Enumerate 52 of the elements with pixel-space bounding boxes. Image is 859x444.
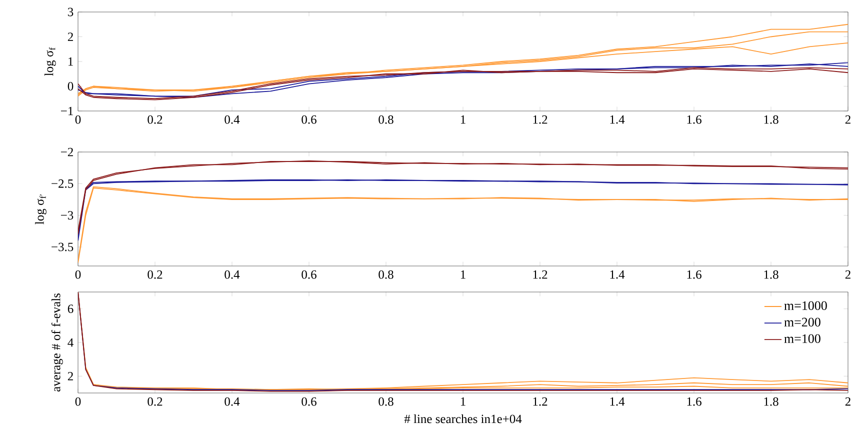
x-tick-label: 2 xyxy=(845,397,850,406)
x-tick-label: 1.2 xyxy=(533,270,548,279)
x-tick-label: 0.2 xyxy=(148,115,162,124)
x-tick-label: 1.4 xyxy=(610,115,625,124)
x-tick-label: 1.6 xyxy=(687,397,702,406)
x-tick-label: 0.6 xyxy=(302,115,316,124)
x-tick-label: 0.8 xyxy=(378,270,394,279)
y-tick-label: −3.5 xyxy=(52,242,74,252)
y-tick-label: 1 xyxy=(68,57,73,66)
y-tick-label: −3 xyxy=(60,211,74,220)
legend-label: m=200 xyxy=(784,318,820,327)
x-tick-label: 1.8 xyxy=(764,115,778,124)
x-tick-label: 0 xyxy=(75,270,81,279)
y-tick-label: −2 xyxy=(60,148,73,156)
x-tick-label: 1.6 xyxy=(687,270,702,279)
x-tick-label: 2 xyxy=(845,115,850,124)
x-tick-label: 0.2 xyxy=(148,270,162,279)
x-tick-label: 0.4 xyxy=(224,397,240,406)
x-tick-label: 1 xyxy=(460,270,466,279)
x-tick-label: 0.4 xyxy=(224,270,240,279)
x-tick-label: 1.2 xyxy=(533,397,548,406)
x-tick-label: 1 xyxy=(460,397,466,406)
y-tick-label: 4 xyxy=(68,338,74,347)
y-tick-label: −1 xyxy=(60,106,73,116)
x-tick-label: 0 xyxy=(75,115,81,124)
x-tick-label: 1.8 xyxy=(764,270,778,279)
legend-label: m=100 xyxy=(784,334,820,344)
x-tick-label: 0 xyxy=(75,397,81,406)
y-tick-label: 0 xyxy=(68,82,74,90)
x-tick-label: 0.6 xyxy=(302,270,316,279)
y-axis-title: log σ$_{f′}$ xyxy=(35,194,46,224)
x-axis-title: # line searches in1e+04 xyxy=(404,414,522,424)
x-tick-label: 0.6 xyxy=(302,397,316,406)
x-tick-label: 2 xyxy=(845,270,850,279)
y-tick-label: 2 xyxy=(68,32,73,41)
y-tick-label: 2 xyxy=(68,372,73,380)
y-tick-label: 6 xyxy=(68,304,74,314)
x-tick-label: 1.8 xyxy=(764,397,778,406)
y-axis-title: average # of f-evals xyxy=(51,294,63,392)
x-tick-label: 0.8 xyxy=(378,397,394,406)
x-tick-label: 1.4 xyxy=(610,397,625,406)
y-tick-label: −2.5 xyxy=(52,179,74,188)
legend-label: m=1000 xyxy=(784,301,827,310)
y-tick-label: 3 xyxy=(68,8,74,16)
y-axis-title: log σ$_{f}$ xyxy=(44,47,56,76)
x-tick-label: 1 xyxy=(460,115,466,124)
x-tick-label: 1.6 xyxy=(687,115,702,124)
x-tick-label: 0.8 xyxy=(378,115,394,124)
x-tick-label: 0.4 xyxy=(224,115,240,124)
x-tick-label: 1.2 xyxy=(533,115,548,124)
x-tick-label: 1.4 xyxy=(610,270,625,279)
x-tick-label: 0.2 xyxy=(148,397,162,406)
